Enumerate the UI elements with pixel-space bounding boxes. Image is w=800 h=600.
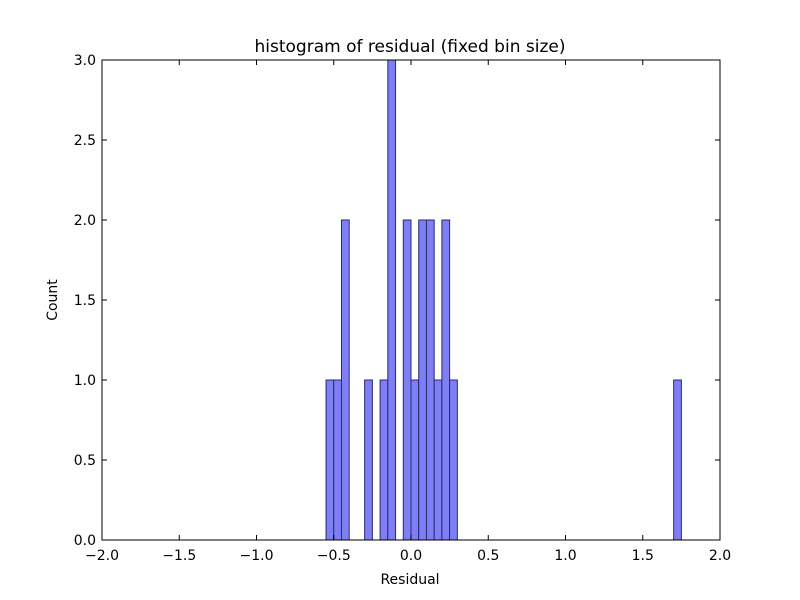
y-tick-label: 2.0 bbox=[74, 213, 96, 229]
bars-group bbox=[325, 59, 682, 541]
ticks-group bbox=[101, 59, 721, 541]
x-tick-label: 0.0 bbox=[400, 548, 422, 564]
x-tick-label: 0.5 bbox=[477, 548, 499, 564]
histogram-bar-7 bbox=[410, 379, 420, 541]
histogram-bar-11 bbox=[441, 219, 451, 541]
histogram-bar-5 bbox=[387, 59, 397, 541]
histogram-bar-4 bbox=[379, 379, 389, 541]
histogram-bar-10 bbox=[433, 379, 443, 541]
x-tick-label: −0.5 bbox=[317, 548, 351, 564]
x-tick-labels: −2.0 −1.5 −1.0 −0.5 0.0 0.5 1.0 1.5 2.0 bbox=[85, 548, 731, 564]
y-axis-label: Count bbox=[45, 279, 61, 321]
y-tick-label: 1.0 bbox=[74, 373, 96, 389]
histogram-bar-1 bbox=[333, 379, 342, 541]
chart-title: histogram of residual (fixed bin size) bbox=[255, 37, 566, 57]
x-tick-label: −1.0 bbox=[240, 548, 274, 564]
x-tick-label: −2.0 bbox=[85, 548, 119, 564]
y-tick-labels: 0.0 0.5 1.0 1.5 2.0 2.5 3.0 bbox=[74, 53, 96, 549]
y-tick-label: 0.5 bbox=[74, 453, 96, 469]
x-axis-label: Residual bbox=[380, 572, 439, 588]
histogram-bar-13 bbox=[673, 379, 682, 541]
histogram-bar-12 bbox=[449, 379, 458, 541]
x-tick-label: 1.0 bbox=[554, 548, 576, 564]
y-tick-label: 1.5 bbox=[74, 293, 96, 309]
histogram-bar-0 bbox=[325, 379, 335, 541]
histogram-bar-2 bbox=[340, 219, 350, 541]
histogram-bar-9 bbox=[425, 219, 435, 541]
y-tick-label: 2.5 bbox=[74, 133, 96, 149]
x-tick-label: −1.5 bbox=[162, 548, 196, 564]
x-tick-label: 2.0 bbox=[709, 548, 731, 564]
y-tick-label: 3.0 bbox=[74, 53, 96, 69]
x-tick-label: 1.5 bbox=[632, 548, 654, 564]
histogram-bar-6 bbox=[402, 219, 412, 541]
histogram-bar-3 bbox=[364, 379, 373, 541]
y-tick-label: 0.0 bbox=[74, 533, 96, 549]
histogram-bar-8 bbox=[418, 219, 427, 541]
